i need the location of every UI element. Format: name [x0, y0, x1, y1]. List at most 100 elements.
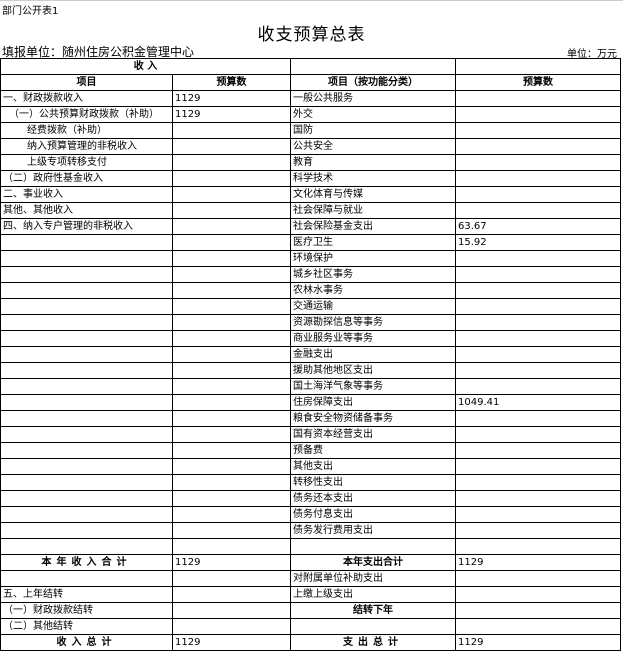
item-cell: 交通运输: [290, 298, 457, 315]
item-cell: 城乡社区事务: [290, 266, 457, 283]
amount-cell: [171, 298, 292, 315]
amount-cell: 15.92: [455, 234, 622, 251]
table-row: 粮食安全物资储备事务: [0, 410, 622, 427]
amount-cell: [455, 170, 622, 187]
amount-cell: [171, 378, 292, 395]
item-cell: [0, 570, 173, 587]
amount-cell: [455, 618, 622, 635]
amount-cell: 1129: [171, 554, 292, 571]
amount-cell: [171, 170, 292, 187]
amount-cell: [171, 330, 292, 347]
item-cell: [0, 282, 173, 299]
item-cell: [290, 538, 457, 555]
amount-cell: [171, 218, 292, 235]
amount-cell: [455, 266, 622, 283]
item-cell: （二）政府性基金收入: [0, 170, 173, 187]
amount-cell: [455, 586, 622, 603]
item-cell: 一、财政拨款收入: [0, 90, 173, 107]
item-cell: [290, 618, 457, 635]
amount-cell: [455, 314, 622, 331]
table-row: 援助其他地区支出: [0, 362, 622, 379]
amount-cell: [171, 426, 292, 443]
section-row: 收 入: [0, 58, 622, 75]
item-cell: 一般公共服务: [290, 90, 457, 107]
amount-cell: [455, 202, 622, 219]
item-cell: 结转下年: [290, 602, 457, 619]
item-cell: [0, 490, 173, 507]
title: 收支预算总表: [257, 25, 366, 45]
amount-cell: [171, 202, 292, 219]
item-cell: 农林水事务: [290, 282, 457, 299]
item-cell: 纳入预算管理的非税收入: [0, 138, 173, 155]
table-row: 农林水事务: [0, 282, 622, 299]
item-cell: 公共安全: [290, 138, 457, 155]
table-row: 商业服务业等事务: [0, 330, 622, 347]
amount-cell: [171, 138, 292, 155]
amount-cell: [455, 346, 622, 363]
item-cell: 对附属单位补助支出: [290, 570, 457, 587]
item-cell: 医疗卫生: [290, 234, 457, 251]
unit-right: 单位：万元: [567, 49, 617, 60]
table-row: 其他支出: [0, 458, 622, 475]
item-cell: 外交: [290, 106, 457, 123]
column-header: 项目: [0, 74, 173, 91]
header-row: 项目 预算数 项目（按功能分类） 预算数: [0, 74, 622, 91]
item-cell: [0, 426, 173, 443]
item-cell: 社会保险基金支出: [290, 218, 457, 235]
item-cell: 债务发行费用支出: [290, 522, 457, 539]
table-row: 交通运输: [0, 298, 622, 315]
item-cell: 本年支出合计: [290, 554, 457, 571]
table-row: （二）其他结转: [0, 618, 622, 635]
amount-cell: [455, 250, 622, 267]
section-heading: 收 入: [0, 58, 292, 75]
amount-cell: [455, 106, 622, 123]
amount-cell: 1129: [171, 634, 292, 651]
table-row: 金融支出: [0, 346, 622, 363]
amount-cell: 1129: [171, 106, 292, 123]
amount-cell: [171, 506, 292, 523]
item-cell: 上级专项转移支付: [0, 154, 173, 171]
item-cell: [0, 538, 173, 555]
amount-cell: [455, 538, 622, 555]
item-cell: [0, 410, 173, 427]
item-cell: [0, 234, 173, 251]
table-row: （一）财政拨款结转 结转下年: [0, 602, 622, 619]
item-cell: 援助其他地区支出: [290, 362, 457, 379]
amount-cell: [171, 490, 292, 507]
amount-cell: [455, 426, 622, 443]
column-header: 项目（按功能分类）: [290, 74, 457, 91]
item-cell: 二、事业收入: [0, 186, 173, 203]
item-cell: [0, 314, 173, 331]
item-cell: [0, 442, 173, 459]
amount-cell: [171, 586, 292, 603]
item-cell: 转移性支出: [290, 474, 457, 491]
item-cell: [0, 346, 173, 363]
amount-cell: [455, 282, 622, 299]
amount-cell: [455, 410, 622, 427]
grid-line: [0, 0, 623, 1]
table-row: 国土海洋气象等事务: [0, 378, 622, 395]
amount-cell: [455, 458, 622, 475]
table-row: 资源勘探信息等事务: [0, 314, 622, 331]
amount-cell: [455, 474, 622, 491]
table-row: 二、事业收入 文化体育与传媒: [0, 186, 622, 203]
amount-cell: [455, 522, 622, 539]
amount-cell: [171, 234, 292, 251]
table-row: 城乡社区事务: [0, 266, 622, 283]
item-cell: [0, 458, 173, 475]
item-cell: 商业服务业等事务: [290, 330, 457, 347]
item-cell: [0, 266, 173, 283]
cell: [290, 58, 457, 75]
amount-cell: [171, 474, 292, 491]
table-row: 本年收入合计 1129 本年支出合计 1129: [0, 554, 622, 571]
amount-cell: [171, 154, 292, 171]
amount-cell: [171, 442, 292, 459]
amount-cell: 63.67: [455, 218, 622, 235]
amount-cell: 1129: [455, 634, 622, 651]
amount-cell: [171, 538, 292, 555]
amount-cell: [455, 122, 622, 139]
amount-cell: [455, 154, 622, 171]
budget-table: 收 入 项目 预算数 项目（按功能分类） 预算数 一、财政拨款收入 1129 一般公…: [0, 58, 622, 651]
amount-cell: [171, 266, 292, 283]
